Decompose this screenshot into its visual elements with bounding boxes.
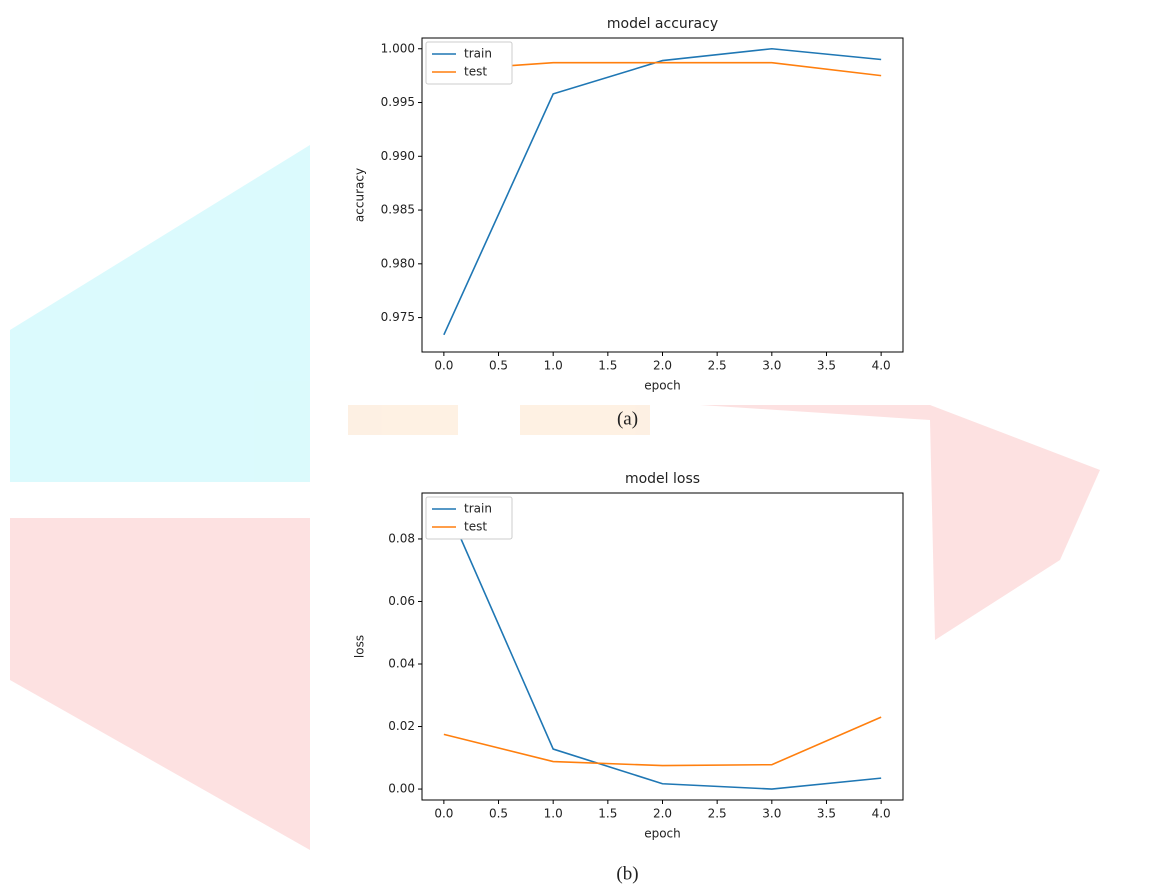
watermark-shape: [700, 405, 1100, 640]
x-tick-label: 0.0: [434, 807, 453, 821]
legend-label: test: [464, 65, 487, 79]
y-tick-label: 0.06: [388, 594, 415, 608]
x-tick-label: 1.0: [544, 359, 563, 373]
y-axis-label: accuracy: [353, 168, 367, 222]
series-line: [444, 49, 881, 335]
x-tick-label: 4.0: [872, 359, 891, 373]
y-tick-label: 1.000: [381, 41, 415, 55]
caption: (a): [617, 408, 638, 429]
y-tick-label: 0.990: [381, 149, 415, 163]
x-tick-label: 1.5: [598, 807, 617, 821]
x-tick-label: 1.0: [544, 807, 563, 821]
legend-label: train: [464, 47, 492, 61]
x-tick-label: 3.0: [762, 359, 781, 373]
y-tick-label: 0.975: [381, 310, 415, 324]
plot-frame: [422, 38, 903, 352]
chart-title: model accuracy: [607, 16, 718, 32]
watermark: [10, 145, 1100, 850]
x-tick-label: 2.5: [708, 807, 727, 821]
x-axis-label: epoch: [644, 379, 681, 393]
x-tick-label: 0.5: [489, 359, 508, 373]
x-tick-label: 0.0: [434, 359, 453, 373]
x-axis-label: epoch: [644, 827, 681, 841]
watermark-shape: [348, 405, 458, 435]
x-tick-label: 3.5: [817, 807, 836, 821]
legend-label: test: [464, 520, 487, 534]
caption: (b): [616, 863, 638, 884]
y-tick-label: 0.02: [388, 719, 415, 733]
y-tick-label: 0.04: [388, 657, 415, 671]
x-tick-label: 2.5: [708, 359, 727, 373]
watermark-shape: [10, 518, 310, 850]
y-tick-label: 0.00: [388, 782, 415, 796]
y-tick-label: 0.985: [381, 203, 415, 217]
chart-title: model loss: [625, 471, 700, 487]
y-tick-label: 0.980: [381, 256, 415, 270]
x-tick-label: 4.0: [872, 807, 891, 821]
x-tick-label: 0.5: [489, 807, 508, 821]
series-line: [444, 717, 881, 765]
y-tick-label: 0.995: [381, 95, 415, 109]
x-tick-label: 2.0: [653, 807, 672, 821]
watermark-shape: [10, 145, 310, 482]
y-tick-label: 0.08: [388, 531, 415, 545]
x-tick-label: 3.5: [817, 359, 836, 373]
y-axis-label: loss: [353, 635, 367, 658]
legend-label: train: [464, 502, 492, 516]
x-tick-label: 2.0: [653, 359, 672, 373]
x-tick-label: 3.0: [762, 807, 781, 821]
page: model accuracy epoch accuracy (a) 0.0 0.5 1.0 1…: [0, 0, 1173, 889]
x-tick-label: 1.5: [598, 359, 617, 373]
